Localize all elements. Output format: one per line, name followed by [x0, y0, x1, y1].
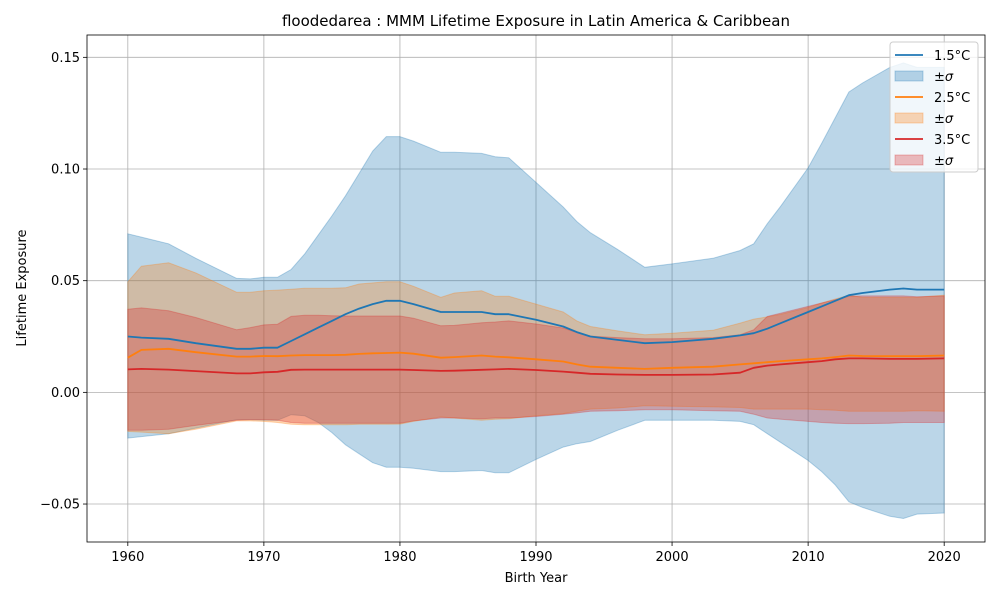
x-axis-label: Birth Year — [505, 571, 569, 586]
y-axis-label: Lifetime Exposure — [15, 229, 30, 346]
x-tick-label: 2020 — [928, 550, 961, 565]
x-tick-label: 2000 — [656, 550, 689, 565]
x-tick-label: 1960 — [111, 550, 144, 565]
x-tick-label: 1990 — [519, 550, 552, 565]
y-tick-label: 0.15 — [51, 51, 80, 66]
legend-series-label: 2.5°C — [934, 91, 970, 106]
y-tick-label: 0.05 — [51, 274, 80, 289]
mean-line-series-2 — [127, 357, 945, 376]
std-band-series-1 — [127, 262, 945, 435]
legend-band-label: ±σ — [934, 154, 954, 169]
grid — [87, 35, 985, 542]
x-tick-label: 1970 — [247, 550, 280, 565]
legend: 1.5°C ±σ 2.5°C ±σ 3.5°C ±σ — [889, 41, 979, 173]
legend-band-swatch — [894, 154, 924, 166]
legend-band-swatch — [894, 70, 924, 82]
legend-series-label: 3.5°C — [934, 133, 970, 148]
legend-series-label: 1.5°C — [934, 49, 970, 64]
mean-line-series-1 — [127, 347, 945, 370]
mean-line-series-0 — [127, 287, 945, 350]
y-axis-ticks: −0.05 0.00 0.05 0.10 0.15 — [40, 51, 87, 513]
x-axis-ticks: 1960 1970 1980 1990 2000 2010 2020 — [111, 542, 961, 565]
std-bands — [127, 62, 945, 520]
mean-lines — [127, 287, 945, 376]
y-tick-label: 0.00 — [51, 386, 80, 401]
y-tick-label: 0.10 — [51, 163, 80, 178]
chart-title: floodedarea : MMM Lifetime Exposure in L… — [282, 12, 790, 30]
y-tick-label: −0.05 — [40, 498, 80, 513]
legend-band-label: ±σ — [934, 112, 954, 127]
x-tick-label: 2010 — [792, 550, 825, 565]
legend-band-label: ±σ — [934, 70, 954, 85]
x-tick-label: 1980 — [383, 550, 416, 565]
std-band-series-2 — [127, 295, 945, 431]
std-band-series-0 — [127, 62, 945, 520]
legend-band-swatch — [894, 112, 924, 124]
